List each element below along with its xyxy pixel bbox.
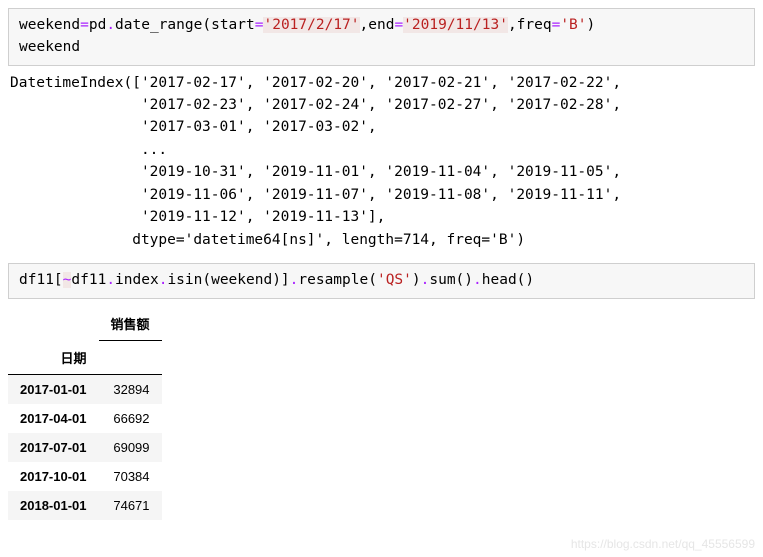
row-value: 74671 [99, 491, 162, 520]
tok: df11 [71, 272, 106, 288]
watermark: https://blog.csdn.net/qq_45556599 [571, 537, 755, 551]
table-row: 2017-04-01 66692 [8, 404, 162, 433]
header-row: 销售额 [8, 307, 162, 341]
tok-freq: 'B' [560, 17, 586, 33]
tok: . [473, 272, 482, 288]
tok: pd [89, 17, 106, 33]
tok: index [115, 272, 159, 288]
row-index: 2018-01-01 [8, 491, 99, 520]
table-row: 2017-10-01 70384 [8, 462, 162, 491]
tok: ) [412, 272, 421, 288]
index-name-row: 日期 [8, 341, 162, 375]
tok: df11[ [19, 272, 63, 288]
tok-qs: 'QS' [377, 272, 412, 288]
tok: ) [587, 17, 596, 33]
tok: . [106, 17, 115, 33]
col-header-value: 销售额 [99, 307, 162, 341]
row-value: 32894 [99, 374, 162, 404]
row-index: 2017-04-01 [8, 404, 99, 433]
tok: date_range [115, 17, 202, 33]
code-line-2: weekend [19, 39, 80, 55]
table-body: 2017-01-01 32894 2017-04-01 66692 2017-0… [8, 374, 162, 520]
tok: isin(weekend)] [167, 272, 289, 288]
code-line: df11[~df11.index.isin(weekend)].resample… [19, 272, 534, 288]
row-index: 2017-10-01 [8, 462, 99, 491]
tok: ,freq [508, 17, 552, 33]
tok: = [80, 17, 89, 33]
code-cell-2[interactable]: df11[~df11.index.isin(weekend)].resample… [8, 263, 755, 299]
row-value: 69099 [99, 433, 162, 462]
tok: = [394, 17, 403, 33]
tok: weekend [19, 17, 80, 33]
tok: . [106, 272, 115, 288]
table-row: 2017-01-01 32894 [8, 374, 162, 404]
row-index: 2017-01-01 [8, 374, 99, 404]
tok-end-date: '2019/11/13' [403, 17, 508, 33]
empty-cell [99, 341, 162, 375]
row-value: 70384 [99, 462, 162, 491]
row-value: 66692 [99, 404, 162, 433]
dataframe-table: 销售额 日期 2017-01-01 32894 2017-04-01 66692… [8, 307, 162, 520]
tok: ,end [360, 17, 395, 33]
corner-cell [8, 307, 99, 341]
tok: resample( [298, 272, 377, 288]
code-line-1: weekend=pd.date_range(start='2017/2/17',… [19, 17, 595, 33]
tok: sum() [429, 272, 473, 288]
code-cell-1[interactable]: weekend=pd.date_range(start='2017/2/17',… [8, 8, 755, 66]
index-header: 日期 [8, 341, 99, 375]
tok-start-date: '2017/2/17' [263, 17, 359, 33]
table-row: 2017-07-01 69099 [8, 433, 162, 462]
tok: head() [482, 272, 534, 288]
output-1: DatetimeIndex(['2017-02-17', '2017-02-20… [8, 70, 755, 264]
row-index: 2017-07-01 [8, 433, 99, 462]
table-row: 2018-01-01 74671 [8, 491, 162, 520]
tok: (start [202, 17, 254, 33]
